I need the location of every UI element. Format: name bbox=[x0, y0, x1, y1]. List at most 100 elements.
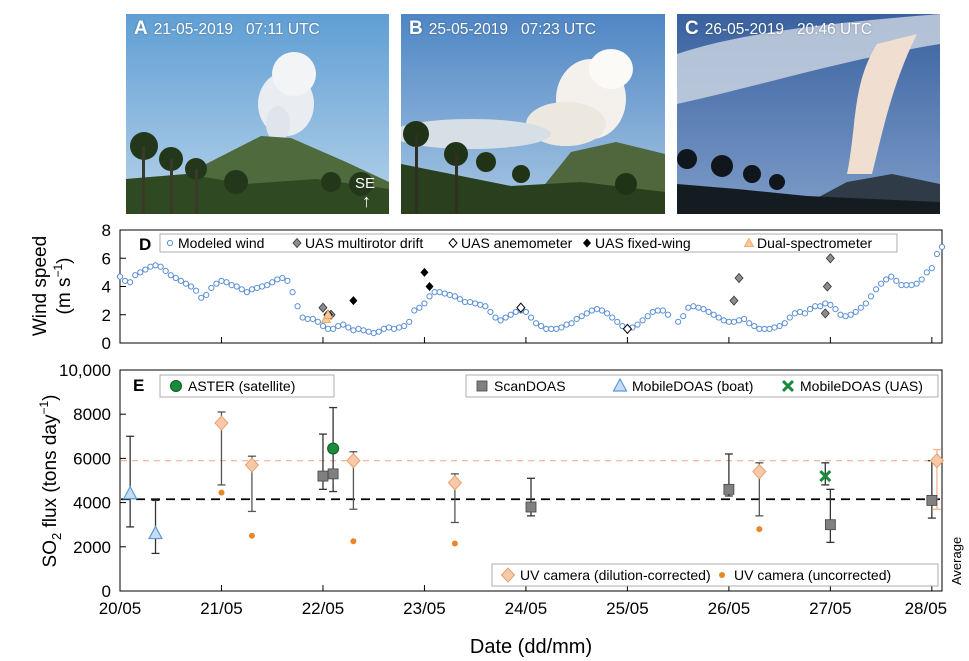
wind-point-open-circle bbox=[771, 324, 778, 331]
wind-point-gray-diamond bbox=[318, 302, 328, 313]
wind-point-open-circle bbox=[644, 313, 651, 320]
wind-point-open-circle bbox=[177, 277, 184, 284]
wind-point-open-circle bbox=[563, 321, 570, 328]
wind-point-open-circle bbox=[842, 313, 849, 320]
wind-point-open-circle bbox=[938, 243, 946, 251]
wind-point-open-circle bbox=[228, 281, 235, 289]
wind-point-open-circle bbox=[710, 311, 717, 318]
flux-point-orange-dot bbox=[350, 538, 357, 545]
flux-xtick-label: 21/05 bbox=[200, 599, 243, 618]
wind-point-open-circle bbox=[380, 325, 387, 332]
wind-point-open-circle bbox=[796, 308, 804, 316]
wind-point-open-circle bbox=[198, 294, 205, 301]
wind-point-open-circle bbox=[314, 318, 321, 325]
wind-point-open-circle bbox=[330, 325, 337, 332]
wind-point-open-circle bbox=[482, 303, 489, 310]
wind-ylabel: Wind speed bbox=[30, 236, 51, 336]
wind-point-open-circle bbox=[908, 281, 915, 289]
flux-point-green-x bbox=[819, 470, 832, 483]
wind-point-open-circle bbox=[827, 301, 834, 308]
wind-point-open-circle bbox=[365, 328, 372, 335]
wind-point-open-circle bbox=[806, 306, 814, 313]
wind-point-open-circle bbox=[903, 281, 910, 289]
flux-ylabel: SO2 flux (tons day−1) bbox=[37, 395, 64, 568]
wind-point-open-circle bbox=[867, 293, 875, 300]
wind-point-open-circle bbox=[395, 324, 403, 331]
wind-point-open-circle bbox=[872, 286, 880, 293]
photo-panel-b: B 25-05-2019 07:23 UTC bbox=[401, 14, 665, 214]
photo-b-caption: 25-05-2019 07:23 UTC bbox=[428, 21, 596, 38]
flux-legend-doas bbox=[465, 374, 939, 398]
wind-point-open-circle bbox=[127, 279, 134, 286]
panel-d-letter: D bbox=[139, 235, 151, 254]
wind-point-open-circle bbox=[193, 287, 200, 294]
photo-panel-a: A 21-05-2019 07:11 UTC SE ↑ bbox=[126, 14, 389, 214]
wind-legend-label: Dual-spectrometer bbox=[757, 235, 872, 251]
wind-legend-marker bbox=[292, 237, 302, 249]
wind-point-open-circle bbox=[619, 322, 626, 330]
wind-point-open-circle bbox=[248, 286, 256, 293]
flux-point-blue-triangle bbox=[148, 525, 164, 540]
wind-point-open-circle bbox=[695, 304, 702, 311]
wind-legend-marker bbox=[166, 239, 174, 247]
flux-point-gray-square bbox=[926, 494, 938, 506]
flux-xtick-label: 27/05 bbox=[809, 599, 852, 618]
photo-a-caption: 21-05-2019 07:11 UTC bbox=[153, 21, 320, 38]
flux-xtick-label: 20/05 bbox=[99, 599, 142, 618]
wind-point-open-circle bbox=[208, 284, 215, 292]
flux-legend-uv bbox=[491, 563, 939, 587]
wind-point-open-circle bbox=[862, 300, 869, 307]
wind-point-open-circle bbox=[801, 310, 809, 317]
flux-xtick-label: 26/05 bbox=[708, 599, 751, 618]
wind-point-open-circle bbox=[289, 289, 296, 296]
wind-point-open-circle bbox=[553, 325, 560, 332]
wind-point-open-circle bbox=[472, 300, 479, 307]
wind-point-open-circle bbox=[766, 325, 773, 332]
wind-point-open-circle bbox=[888, 273, 895, 280]
wind-legend-label: UAS anemometer bbox=[461, 235, 573, 251]
wind-point-open-circle bbox=[573, 315, 580, 323]
wind-point-gray-diamond bbox=[820, 308, 830, 319]
wind-point-open-circle bbox=[223, 279, 230, 286]
wind-point-open-circle bbox=[933, 250, 941, 258]
wind-ytick-label: 0 bbox=[102, 334, 111, 353]
wind-point-open-circle bbox=[167, 272, 174, 279]
flux-point-gray-square bbox=[723, 483, 735, 495]
wind-legend-marker bbox=[583, 238, 591, 248]
wind-point-open-circle bbox=[203, 291, 210, 299]
wind-point-open-circle bbox=[299, 314, 306, 321]
wind-point-black-diamond bbox=[425, 282, 434, 291]
wind-point-open-circle bbox=[781, 320, 788, 327]
wind-point-open-circle bbox=[355, 325, 362, 332]
wind-legend-label: UAS fixed-wing bbox=[595, 235, 691, 251]
flux-point-blue-triangle bbox=[122, 485, 138, 500]
flux-xtick-label: 25/05 bbox=[606, 599, 649, 618]
wind-point-open-circle bbox=[761, 325, 768, 332]
wind-point-open-circle bbox=[340, 321, 347, 328]
wind-point-open-circle bbox=[512, 308, 519, 316]
wind-legend bbox=[159, 233, 898, 253]
wind-point-open-circle bbox=[324, 325, 332, 332]
flux-legend-label: UV camera (dilution-corrected) bbox=[520, 567, 711, 583]
flux-point-orange-dot bbox=[756, 526, 763, 533]
wind-point-open-circle bbox=[401, 322, 408, 330]
wind-point-open-circle bbox=[350, 327, 357, 334]
wind-point-open-circle bbox=[116, 273, 124, 280]
wind-point-open-circle bbox=[258, 283, 266, 290]
photo-b-letter: B bbox=[409, 18, 423, 39]
wind-point-open-circle bbox=[467, 298, 474, 306]
wind-point-open-circle bbox=[649, 308, 656, 316]
average-label: Average bbox=[949, 537, 964, 585]
wind-ytick-label: 6 bbox=[102, 249, 111, 268]
wind-point-open-circle bbox=[269, 279, 276, 286]
wind-point-open-circle bbox=[360, 327, 367, 334]
wind-point-open-diamond bbox=[516, 302, 526, 313]
wind-point-open-circle bbox=[375, 328, 382, 335]
wind-legend-marker bbox=[448, 237, 458, 249]
wind-point-open-circle bbox=[497, 317, 504, 324]
wind-point-open-circle bbox=[735, 317, 743, 324]
wind-point-gray-diamond bbox=[729, 295, 739, 306]
volcano-photo-c-image bbox=[677, 14, 940, 214]
wind-point-open-circle bbox=[319, 322, 327, 330]
wind-point-open-circle bbox=[598, 307, 606, 314]
